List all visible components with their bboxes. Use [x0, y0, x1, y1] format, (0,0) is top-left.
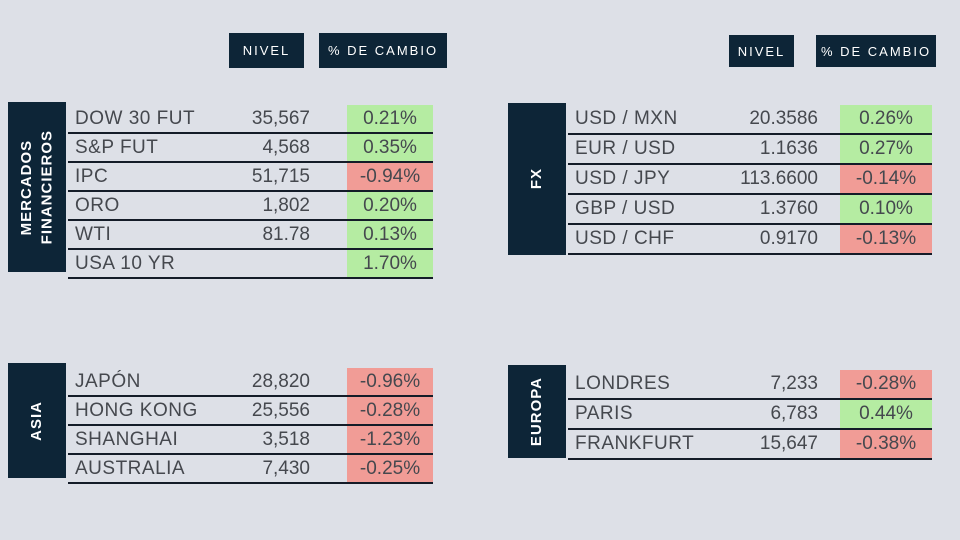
row-pct-badge: 0.10%	[840, 195, 932, 223]
row-label: WTI	[75, 223, 112, 245]
row-label: LONDRES	[575, 373, 671, 394]
row-pct-badge: 0.27%	[840, 135, 932, 163]
table-row: S&P FUT 4,568 0.35%	[68, 134, 433, 163]
row-label: HONG KONG	[75, 399, 198, 421]
table-row: GBP / USD 1.3760 0.10%	[568, 195, 932, 225]
table-row: USD / JPY 113.6600 -0.14%	[568, 165, 932, 195]
row-label: JAPÓN	[75, 370, 141, 392]
row-label: DOW 30 FUT	[75, 107, 196, 129]
table-row: FRANKFURT 15,647 -0.38%	[568, 430, 932, 460]
row-label: SHANGHAI	[75, 428, 179, 450]
row-pct-badge: 1.70%	[347, 250, 433, 277]
row-pct-badge: -0.38%	[840, 430, 932, 458]
row-pct-badge: -0.13%	[840, 225, 932, 253]
table-row: ORO 1,802 0.20%	[68, 192, 433, 221]
row-pct-badge: -0.94%	[347, 163, 433, 190]
table-row: SHANGHAI 3,518 -1.23%	[68, 426, 433, 455]
table-row: DOW 30 FUT 35,567 0.21%	[68, 105, 433, 134]
row-value: 81.78	[262, 223, 310, 245]
row-pct-badge: -0.14%	[840, 165, 932, 193]
table-fx-title: FX	[527, 168, 545, 190]
table-mercados-title: MERCADOS FINANCIEROS	[17, 129, 55, 245]
header-cambio-left: % DE CAMBIO	[319, 33, 447, 68]
table-asia-title: ASIA	[27, 400, 45, 441]
row-label: USA 10 YR	[75, 252, 176, 274]
header-cambio-right: % DE CAMBIO	[816, 35, 936, 67]
table-row: USD / CHF 0.9170 -0.13%	[568, 225, 932, 255]
row-value: 51,715	[251, 165, 310, 187]
table-row: IPC 51,715 -0.94%	[68, 163, 433, 192]
row-value: 1.3760	[759, 198, 818, 219]
table-europa-sidebar: EUROPA	[508, 365, 566, 458]
row-value: 25,556	[251, 399, 310, 421]
header-nivel-left: NIVEL	[229, 33, 304, 68]
row-value: 35,567	[251, 107, 310, 129]
table-fx-sidebar: FX	[508, 103, 566, 255]
table-row: JAPÓN 28,820 -0.96%	[68, 368, 433, 397]
row-pct-badge: 0.26%	[840, 105, 932, 133]
table-mercados-sidebar: MERCADOS FINANCIEROS	[8, 102, 66, 272]
row-pct-badge: 0.21%	[347, 105, 433, 132]
row-value: 20.3586	[749, 108, 818, 129]
table-asia-sidebar: ASIA	[8, 363, 66, 478]
row-label: EUR / USD	[575, 138, 676, 159]
row-value: 113.6600	[740, 168, 818, 189]
row-label: ORO	[75, 194, 120, 216]
row-value: 1.1636	[759, 138, 818, 159]
table-row: LONDRES 7,233 -0.28%	[568, 370, 932, 400]
table-row: WTI 81.78 0.13%	[68, 221, 433, 250]
row-pct-badge: 0.13%	[347, 221, 433, 248]
row-value: 1,802	[262, 194, 310, 216]
row-value: 7,233	[770, 373, 818, 394]
table-row: EUR / USD 1.1636 0.27%	[568, 135, 932, 165]
row-label: S&P FUT	[75, 136, 159, 158]
row-label: USD / CHF	[575, 228, 675, 249]
row-pct-badge: -1.23%	[347, 426, 433, 453]
table-row: PARIS 6,783 0.44%	[568, 400, 932, 430]
row-pct-badge: -0.28%	[840, 370, 932, 398]
row-pct-badge: 0.35%	[347, 134, 433, 161]
table-row: AUSTRALIA 7,430 -0.25%	[68, 455, 433, 484]
table-row: HONG KONG 25,556 -0.28%	[68, 397, 433, 426]
row-value: 3,518	[262, 428, 310, 450]
row-value: 15,647	[759, 433, 818, 454]
row-pct-badge: -0.25%	[347, 455, 433, 482]
row-label: USD / JPY	[575, 168, 671, 189]
table-row: USA 10 YR 1.70%	[68, 250, 433, 279]
table-europa-title: EUROPA	[527, 376, 545, 447]
row-label: FRANKFURT	[575, 433, 695, 454]
row-pct-badge: -0.28%	[347, 397, 433, 424]
row-label: USD / MXN	[575, 108, 678, 129]
row-pct-badge: -0.96%	[347, 368, 433, 395]
row-value: 6,783	[770, 403, 818, 424]
row-value: 4,568	[262, 136, 310, 158]
row-value: 0.9170	[759, 228, 818, 249]
row-label: GBP / USD	[575, 198, 676, 219]
row-label: AUSTRALIA	[75, 457, 186, 479]
row-value: 7,430	[262, 457, 310, 479]
header-nivel-right: NIVEL	[729, 35, 794, 67]
row-pct-badge: 0.44%	[840, 400, 932, 428]
row-value: 28,820	[251, 370, 310, 392]
row-pct-badge: 0.20%	[347, 192, 433, 219]
table-row: USD / MXN 20.3586 0.26%	[568, 105, 932, 135]
row-label: IPC	[75, 165, 109, 187]
row-label: PARIS	[575, 403, 634, 424]
